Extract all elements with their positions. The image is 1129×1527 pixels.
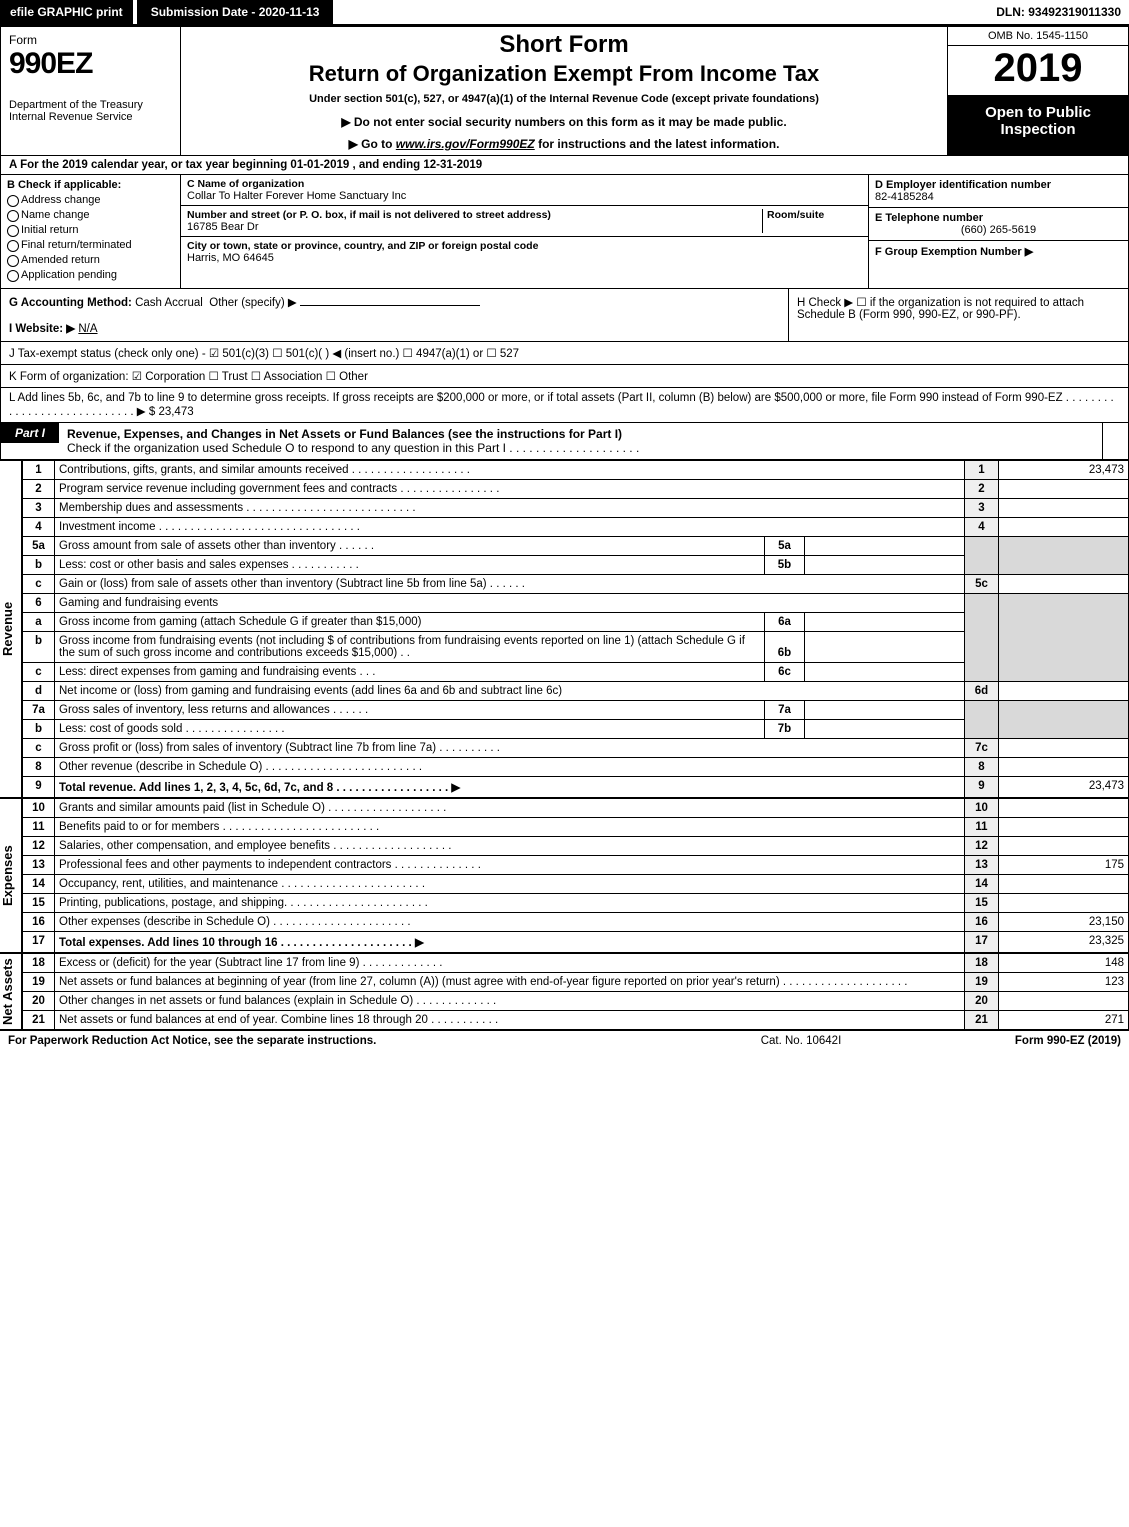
cash-label: Cash [135,297,162,309]
expenses-side-label: Expenses [0,798,22,953]
part-i-title: Revenue, Expenses, and Changes in Net As… [67,427,622,441]
form-number: 990EZ [9,47,172,81]
title-short-form: Short Form [189,31,939,59]
chk-name-change[interactable]: Name change [7,209,174,221]
line-j: J Tax-exempt status (check only one) - ☑… [0,342,1129,365]
street-address: 16785 Bear Dr [187,221,762,233]
line-g-h: G Accounting Method: Cash Accrual Other … [0,289,1129,342]
instructions-link-line: ▶ Go to www.irs.gov/Form990EZ for instru… [189,137,939,151]
chk-application-pending[interactable]: Application pending [7,269,174,281]
goto-suffix: for instructions and the latest informat… [535,137,780,151]
chk-final-return[interactable]: Final return/terminated [7,239,174,251]
chk-address-change[interactable]: Address change [7,194,174,206]
city-state-zip: Harris, MO 64645 [187,252,862,264]
entity-block: B Check if applicable: Address change Na… [0,175,1129,289]
goto-prefix: ▶ Go to [349,137,396,151]
open-to-public: Open to Public Inspection [948,96,1128,155]
part-i-label: Part I [1,423,59,443]
g-label: G Accounting Method: [9,297,132,309]
address-label: Number and street (or P. O. box, if mail… [187,209,762,221]
revenue-section: Revenue 1Contributions, gifts, grants, a… [0,460,1129,798]
i-website-label: I Website: ▶ [9,323,75,335]
omb-number: OMB No. 1545-1150 [948,27,1128,46]
website-value: N/A [78,323,97,335]
expenses-table: 10Grants and similar amounts paid (list … [22,798,1129,953]
section-b-checkboxes: B Check if applicable: Address change Na… [1,175,181,288]
part-i-subtitle: Check if the organization used Schedule … [67,441,639,455]
net-assets-section: Net Assets 18Excess or (deficit) for the… [0,953,1129,1030]
page-footer: For Paperwork Reduction Act Notice, see … [0,1030,1129,1051]
room-suite-label: Room/suite [767,209,862,221]
title-return: Return of Organization Exempt From Incom… [189,61,939,87]
telephone: (660) 265-5619 [875,224,1122,236]
c-name-label: C Name of organization [187,178,862,190]
subtitle: Under section 501(c), 527, or 4947(a)(1)… [189,93,939,105]
line-l: L Add lines 5b, 6c, and 7b to line 9 to … [0,388,1129,423]
catalog-number: Cat. No. 10642I [701,1035,901,1047]
d-ein-label: D Employer identification number [875,179,1051,191]
line-a-tax-year: A For the 2019 calendar year, or tax yea… [0,156,1129,175]
top-bar: efile GRAPHIC print Submission Date - 20… [0,0,1129,26]
chk-amended-return[interactable]: Amended return [7,254,174,266]
submission-date: Submission Date - 2020-11-13 [137,0,334,24]
line-l-amount: 23,473 [158,406,193,418]
ssn-warning: ▶ Do not enter social security numbers o… [189,115,939,129]
form-header: Form 990EZ Department of the Treasury In… [0,26,1129,156]
dln: DLN: 93492319011330 [988,0,1129,24]
net-assets-table: 18Excess or (deficit) for the year (Subt… [22,953,1129,1030]
line-k: K Form of organization: ☑ Corporation ☐ … [0,365,1129,388]
city-label: City or town, state or province, country… [187,240,862,252]
e-telephone-label: E Telephone number [875,212,983,224]
irs-link[interactable]: www.irs.gov/Form990EZ [396,137,535,151]
f-group-exemption-label: F Group Exemption Number ▶ [875,246,1033,258]
org-name: Collar To Halter Forever Home Sanctuary … [187,190,862,202]
h-schedule-b: H Check ▶ ☐ if the organization is not r… [788,289,1128,341]
part-i-header: Part I Revenue, Expenses, and Changes in… [0,423,1129,460]
net-assets-side-label: Net Assets [0,953,22,1030]
chk-initial-return[interactable]: Initial return [7,224,174,236]
other-specify-line[interactable] [300,305,480,306]
form-footer-id: Form 990-EZ (2019) [901,1035,1121,1047]
revenue-side-label: Revenue [0,460,22,798]
form-label: Form [9,33,172,47]
efile-print-button[interactable]: efile GRAPHIC print [0,0,133,24]
other-specify-label: Other (specify) ▶ [209,297,296,309]
ein: 82-4185284 [875,191,934,203]
b-header: B Check if applicable: [7,179,121,191]
tax-year: 2019 [948,46,1128,96]
expenses-section: Expenses 10Grants and similar amounts pa… [0,798,1129,953]
paperwork-notice: For Paperwork Reduction Act Notice, see … [8,1035,701,1047]
department: Department of the Treasury Internal Reve… [9,99,172,123]
revenue-table: 1Contributions, gifts, grants, and simil… [22,460,1129,798]
accrual-label: Accrual [165,297,203,309]
